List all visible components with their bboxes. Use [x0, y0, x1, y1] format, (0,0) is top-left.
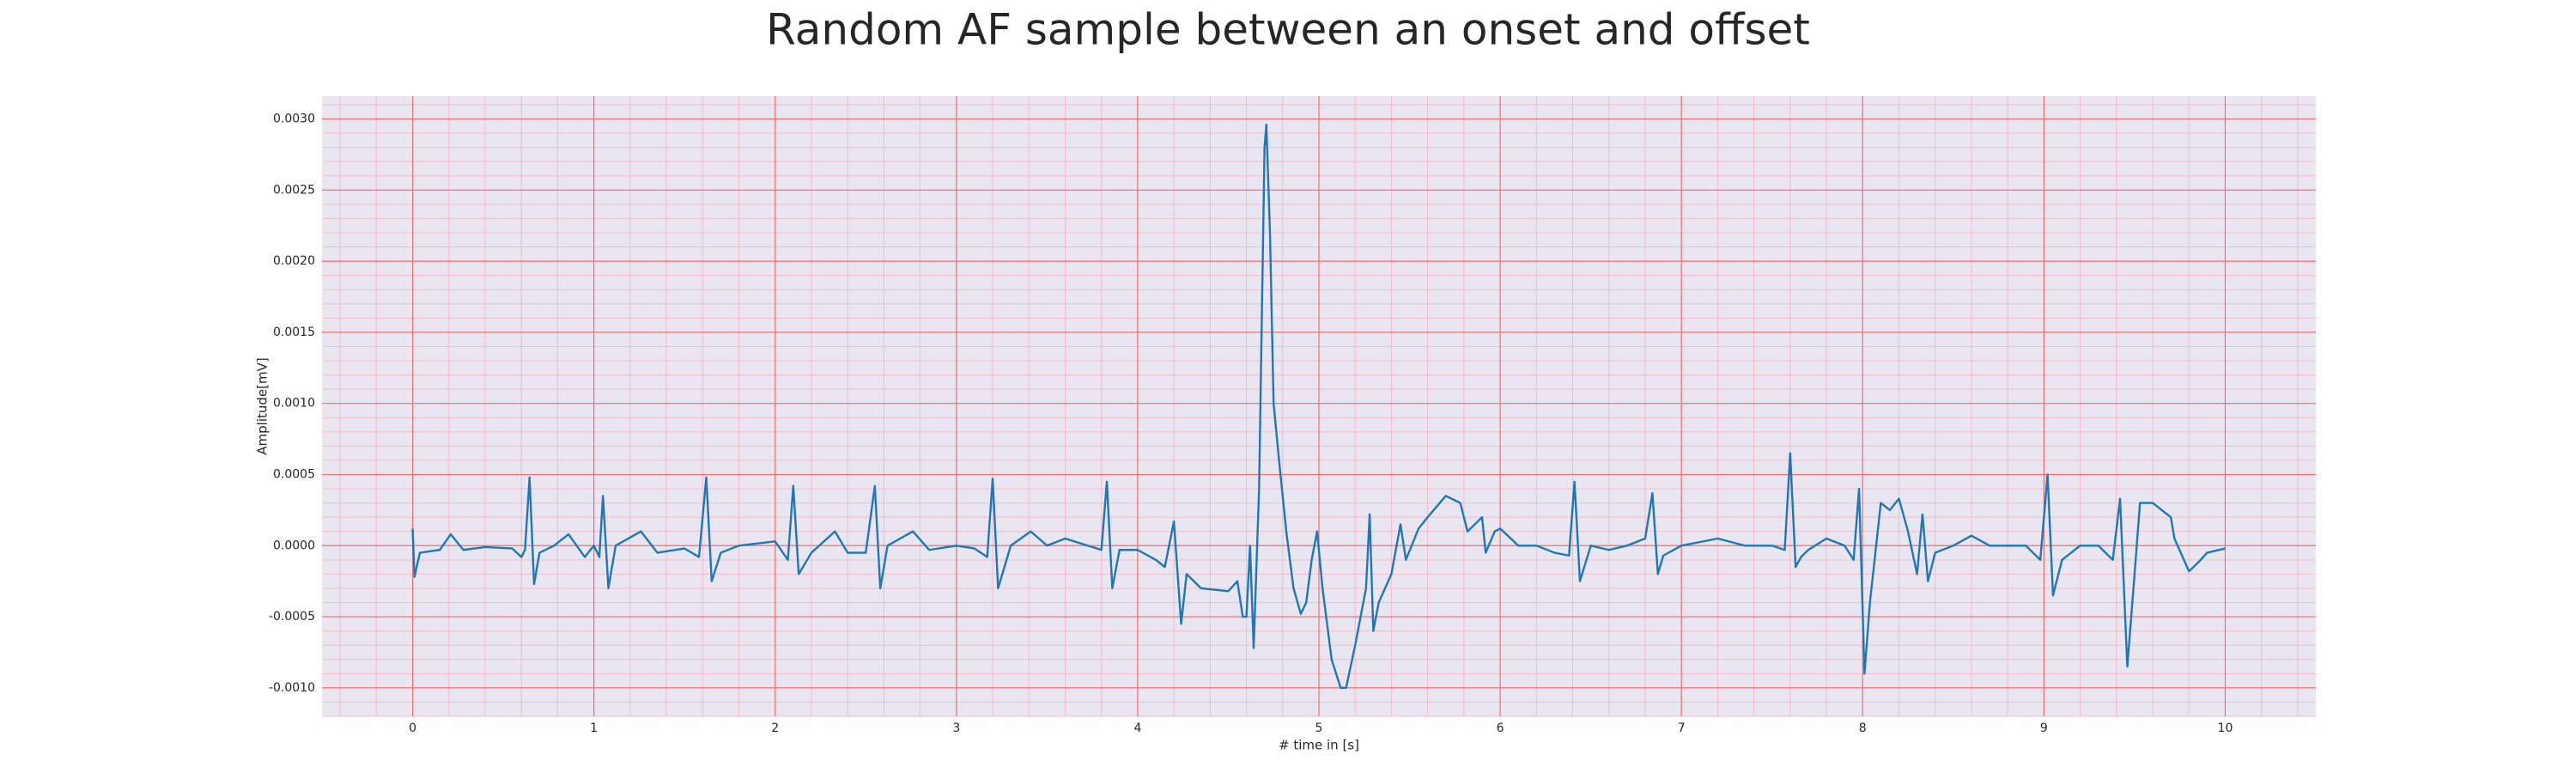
labels-layer: 0 1 2 3 4 5 6 7 8 9 10 -0.0010 -0.0005 0.0000 0.0005 0.…	[269, 112, 2233, 735]
y-tick-label: 0.0020	[273, 254, 315, 268]
y-tick-label: -0.0005	[269, 610, 315, 624]
x-tick-label: 10	[2218, 721, 2233, 735]
x-tick-label: 2	[771, 721, 779, 735]
chart-title: Random AF sample between an onset and of…	[766, 5, 1810, 55]
x-tick-label: 1	[590, 721, 598, 735]
y-tick-label: 0.0015	[273, 326, 315, 339]
y-tick-label: 0.0030	[273, 112, 315, 125]
x-tick-label: 4	[1133, 721, 1141, 735]
y-tick-label: 0.0005	[273, 467, 315, 481]
y-tick-label: 0.0010	[273, 397, 315, 411]
y-tick-label: 0.0000	[273, 539, 315, 552]
y-tick-label: 0.0025	[273, 183, 315, 197]
x-tick-label: 6	[1497, 721, 1504, 735]
x-tick-label: 9	[2040, 721, 2048, 735]
x-tick-label: 7	[1678, 721, 1686, 735]
y-axis-label: Amplitude[mV]	[255, 357, 270, 454]
y-tick-label: -0.0010	[269, 681, 315, 695]
x-tick-label: 8	[1859, 721, 1867, 735]
x-axis-label: # time in [s]	[1279, 738, 1359, 753]
major-grid	[322, 96, 2316, 716]
x-tick-label: 0	[409, 721, 416, 735]
series-layer	[411, 123, 2226, 690]
x-tick-label: 3	[952, 721, 960, 735]
x-tick-label: 5	[1315, 721, 1323, 735]
signal-line	[411, 123, 2226, 690]
